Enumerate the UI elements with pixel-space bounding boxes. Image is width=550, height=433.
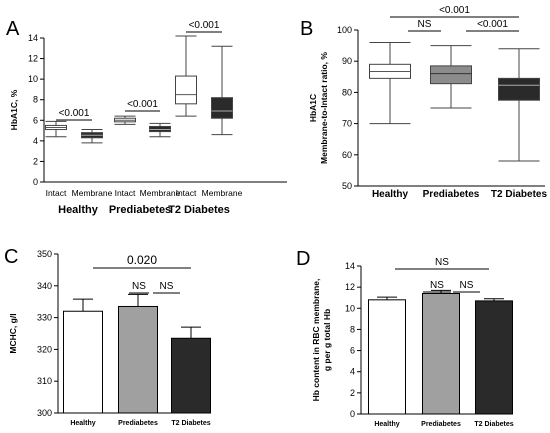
significance-label: <0.001 <box>477 19 508 30</box>
y-tick-label: 100 <box>337 25 352 35</box>
box-iqr <box>498 77 540 101</box>
y-tick-label: 6 <box>33 115 38 125</box>
y-tick-label: 4 <box>350 367 355 377</box>
x-tick-label: Intact <box>176 188 197 198</box>
significance-label: NS <box>435 257 449 268</box>
x-tick-label: T2 Diabetes <box>171 420 210 427</box>
y-tick-label: 6 <box>350 346 355 356</box>
y-tick-label: 340 <box>37 281 52 291</box>
y-tick-label: 2 <box>350 388 355 398</box>
y-axis-title-line: HbA1C <box>308 94 318 122</box>
x-tick-label: Membrane <box>202 188 243 198</box>
y-axis-title: HbA1C, % <box>9 89 19 130</box>
box-iqr <box>149 125 171 133</box>
y-axis-title-line: Membrane-to-Intact ratio, % <box>319 52 329 164</box>
y-tick-label: 50 <box>342 181 352 191</box>
bar <box>475 300 513 415</box>
y-tick-label: 0 <box>33 177 38 187</box>
y-tick-label: 4 <box>33 136 38 146</box>
x-tick-label: Healthy <box>374 421 399 428</box>
x-tick-label: Healthy <box>372 189 409 200</box>
bar <box>171 337 211 414</box>
y-tick-label: 8 <box>350 324 355 334</box>
significance-label: NS <box>460 280 474 291</box>
panel-d-chart: 0 2 4 6 8 10 12 14 Hb content in RBC membrane,g … <box>311 257 514 428</box>
y-tick-label: 12 <box>28 54 38 64</box>
y-tick-label: 350 <box>37 249 52 259</box>
bar <box>63 310 103 414</box>
significance-label: NS <box>132 281 146 292</box>
y-tick-label: 70 <box>342 119 352 129</box>
box-iqr <box>175 75 197 105</box>
y-axis-title: MCHC, g/l <box>8 313 18 353</box>
significance-label: <0.001 <box>439 5 470 16</box>
y-tick-label: 310 <box>37 376 52 386</box>
panel-label-b: B <box>300 18 313 40</box>
bar <box>368 299 406 415</box>
y-tick-label: 10 <box>345 303 355 313</box>
significance-label: NS <box>418 19 432 30</box>
x-tick-label: Intact <box>115 188 136 198</box>
y-axis-title-line: g per g total Hb <box>322 309 332 371</box>
y-tick-label: 80 <box>342 87 352 97</box>
y-axis-title: HbA1CMembrane-to-Intact ratio, % <box>308 52 329 164</box>
box-iqr <box>211 97 233 119</box>
x-tick-label: T2 Diabetes <box>474 421 513 428</box>
y-tick-label: 0 <box>350 409 355 419</box>
significance-label: NS <box>160 281 174 292</box>
panel-label-d: D <box>296 248 310 270</box>
significance-label: <0.001 <box>189 20 220 31</box>
x-tick-label: Prediabetes <box>118 420 158 427</box>
panel-label-c: C <box>4 246 18 268</box>
y-axis-title-line: Hb content in RBC membrane, <box>311 279 321 402</box>
y-axis-title: Hb content in RBC membrane,g per g total… <box>311 279 332 402</box>
box-iqr <box>430 65 472 85</box>
y-tick-label: 320 <box>37 344 52 354</box>
bar <box>118 305 158 414</box>
panel-c-chart: 300 310 320 330 340 350 MCHC, g/l Healthy Predia… <box>8 249 211 427</box>
significance-label: 0.020 <box>127 253 157 267</box>
y-tick-label: 14 <box>345 261 355 271</box>
x-tick-label: Intact <box>46 188 67 198</box>
y-tick-label: 14 <box>28 33 38 43</box>
x-tick-label: Prediabetes <box>421 421 461 428</box>
significance-label: <0.001 <box>127 99 158 110</box>
panel-b-chart: 50 60 70 80 90 100 HbA1CMembrane-to-Intact rat… <box>308 5 548 200</box>
x-tick-label: T2 Diabetes <box>491 189 548 200</box>
panel-label-a: A <box>6 18 20 40</box>
y-tick-label: 60 <box>342 150 352 160</box>
y-tick-label: 90 <box>342 56 352 66</box>
x-tick-label: Membrane <box>140 188 181 198</box>
group-label: Prediabetes <box>109 204 171 216</box>
significance-label: <0.001 <box>59 108 90 119</box>
y-tick-label: 2 <box>33 156 38 166</box>
group-label: Healthy <box>58 204 99 216</box>
bar <box>422 292 460 415</box>
y-tick-label: 10 <box>28 74 38 84</box>
y-tick-label: 8 <box>33 95 38 105</box>
group-label: T2 Diabetes <box>168 204 230 216</box>
significance-label: NS <box>430 280 444 291</box>
x-tick-label: Membrane <box>72 188 113 198</box>
x-tick-label: Healthy <box>70 420 95 427</box>
x-tick-label: Prediabetes <box>423 189 480 200</box>
y-tick-label: 330 <box>37 313 52 323</box>
y-tick-label: 12 <box>345 282 355 292</box>
y-tick-label: 300 <box>37 408 52 418</box>
